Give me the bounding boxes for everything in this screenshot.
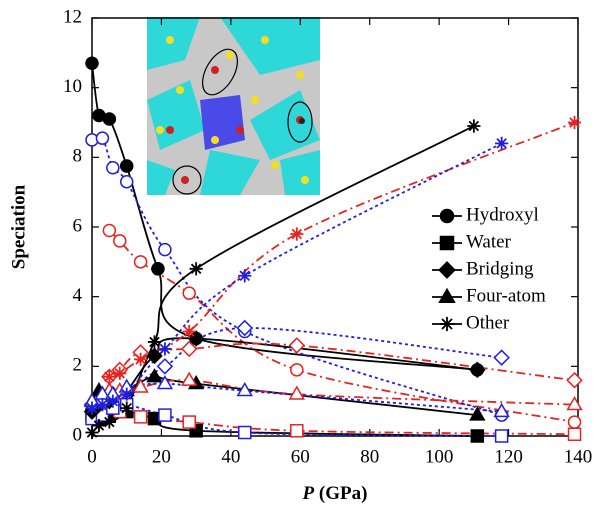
marker xyxy=(96,132,108,144)
y-tick-label: 6 xyxy=(73,215,83,236)
x-tick-label: 120 xyxy=(494,446,523,467)
marker xyxy=(114,235,126,247)
y-tick-label: 12 xyxy=(63,6,82,27)
y-tick-label: 4 xyxy=(73,285,83,306)
page: Speciation P (GPa) 0 20 40 60 80 100 120 140 0 2 4… xyxy=(0,0,608,519)
marker xyxy=(120,402,133,415)
marker xyxy=(567,373,581,387)
marker xyxy=(495,137,508,150)
marker xyxy=(239,427,251,439)
marker xyxy=(291,425,303,437)
marker xyxy=(158,359,172,373)
marker xyxy=(467,119,480,132)
marker xyxy=(440,317,454,331)
marker xyxy=(85,402,98,415)
marker xyxy=(190,262,203,275)
x-tick-label: 100 xyxy=(425,446,454,467)
marker xyxy=(159,244,171,256)
x-tick-label: 20 xyxy=(152,446,171,467)
marker xyxy=(107,162,119,174)
y-tick-label: 2 xyxy=(73,355,83,376)
marker xyxy=(569,428,581,440)
marker xyxy=(183,287,195,299)
chart: Speciation P (GPa) 0 20 40 60 80 100 120 140 0 2 4… xyxy=(0,0,608,519)
marker xyxy=(441,237,454,250)
marker xyxy=(159,409,171,421)
marker xyxy=(568,397,582,409)
x-tick-label: 0 xyxy=(87,446,97,467)
y-tick-label: 8 xyxy=(73,146,83,167)
marker xyxy=(183,416,195,428)
y-axis-label: Speciation xyxy=(8,184,29,269)
x-axis-unit: (GPa) xyxy=(319,483,368,504)
marker xyxy=(86,57,98,69)
x-tick-label: 40 xyxy=(221,446,240,467)
marker xyxy=(134,353,147,366)
marker xyxy=(290,227,303,240)
marker xyxy=(120,388,133,401)
marker xyxy=(440,289,455,302)
x-axis-label: P (GPa) xyxy=(302,483,368,504)
legend-label: Other xyxy=(466,312,510,333)
marker xyxy=(121,176,133,188)
marker xyxy=(92,419,105,432)
x-tick-label: 140 xyxy=(564,446,593,467)
marker xyxy=(494,350,508,364)
marker xyxy=(439,262,455,278)
x-axis-symbol: P xyxy=(302,483,315,504)
marker xyxy=(148,335,161,348)
marker xyxy=(470,363,484,377)
marker xyxy=(471,430,483,442)
marker xyxy=(441,210,454,223)
x-tick-label: 60 xyxy=(291,446,310,467)
marker xyxy=(121,160,133,172)
legend-label: Water xyxy=(466,231,512,252)
marker xyxy=(568,116,581,129)
marker xyxy=(135,411,147,423)
marker xyxy=(238,269,251,282)
legend-label: Four-atom xyxy=(466,285,546,306)
legend-label: Bridging xyxy=(466,258,534,279)
y-tick-label: 0 xyxy=(73,424,83,445)
marker xyxy=(103,370,116,383)
marker xyxy=(148,370,162,382)
marker xyxy=(183,325,196,338)
marker xyxy=(135,256,147,268)
y-tick-label: 10 xyxy=(63,76,82,97)
marker xyxy=(106,395,119,408)
marker xyxy=(113,367,126,380)
legend-label: Hydroxyl xyxy=(466,204,539,225)
x-tick-label: 80 xyxy=(360,446,379,467)
inset-image xyxy=(147,17,320,195)
marker xyxy=(103,113,115,125)
marker xyxy=(496,430,508,442)
marker xyxy=(103,224,115,236)
marker xyxy=(291,364,303,376)
marker xyxy=(569,416,581,428)
marker xyxy=(103,415,116,428)
marker xyxy=(158,342,171,355)
marker xyxy=(152,263,164,275)
